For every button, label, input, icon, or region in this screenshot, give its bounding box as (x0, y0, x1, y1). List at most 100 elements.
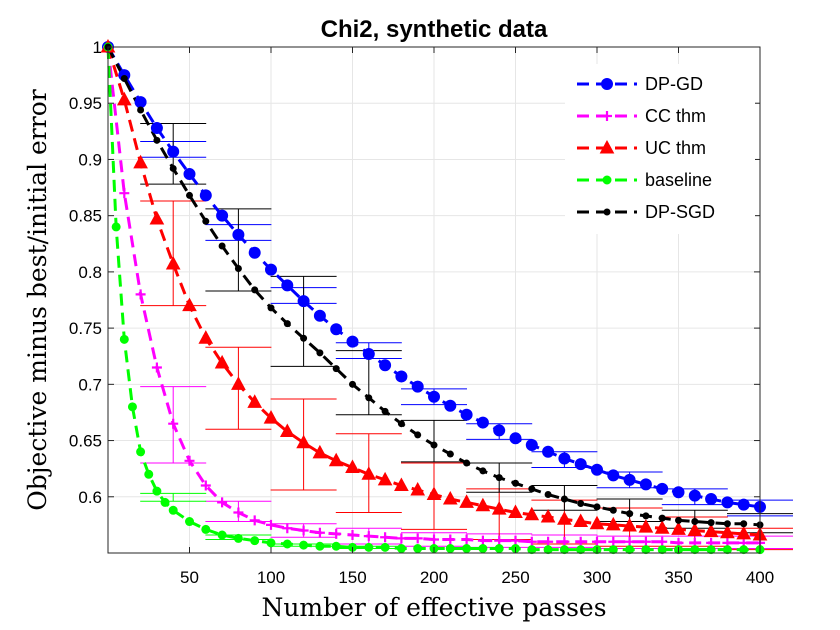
data-point-dp-sgd (218, 242, 226, 250)
data-point-baseline (168, 505, 178, 515)
data-point-dp-gd (623, 473, 636, 486)
data-point-cc-thm (429, 534, 439, 545)
data-point-baseline (315, 541, 325, 551)
data-point-dp-gd (265, 263, 277, 276)
data-point-baseline (282, 539, 292, 549)
data-point-dp-gd (183, 168, 196, 181)
x-tick-label: 150 (338, 568, 366, 587)
data-point-cc-thm (249, 515, 260, 526)
ticks: 50 100 150 200 250 300 350 400 0.6 0.65 0.7 0.75 0.8… (69, 38, 774, 587)
error-bar-baseline (140, 492, 207, 502)
data-point-dp-gd (346, 335, 359, 348)
data-point-dp-gd (379, 359, 392, 372)
data-point-uc-thm (361, 466, 377, 480)
y-tick-label: 0.75 (69, 319, 102, 338)
data-point-dp-sgd (593, 503, 601, 511)
data-point-cc-thm (151, 362, 162, 373)
data-point-dp-sgd (609, 506, 617, 514)
data-point-baseline (559, 545, 569, 555)
data-point-uc-thm (524, 506, 540, 521)
data-point-cc-thm (184, 455, 195, 466)
data-point-dp-sgd (202, 217, 210, 225)
data-point-baseline (608, 545, 618, 555)
data-point-dp-sgd (512, 479, 519, 487)
data-point-dp-sgd (234, 265, 242, 273)
data-point-baseline (706, 545, 716, 555)
data-point-dp-sgd (283, 320, 291, 328)
x-tick-label: 350 (664, 568, 692, 587)
data-point-dp-gd (737, 498, 750, 511)
data-point-baseline (462, 544, 472, 554)
data-point-dp-sgd (642, 512, 650, 520)
data-point-uc-thm (475, 497, 491, 512)
data-point-uc-thm (312, 444, 328, 459)
data-point-uc-thm (622, 517, 637, 532)
data-point-uc-thm (133, 154, 148, 169)
y-tick-label: 1 (93, 38, 102, 57)
data-point-uc-thm (671, 521, 686, 535)
data-point-baseline (331, 541, 341, 551)
data-point-baseline (641, 545, 651, 555)
data-point-uc-thm (540, 508, 556, 523)
data-point-dp-gd (313, 309, 326, 322)
error-bar-dp-sgd (401, 419, 467, 463)
data-point-uc-thm (182, 297, 197, 312)
legend-entry-dp-gd: DP-GD (577, 74, 703, 94)
y-axis-label: Objective minus best/initial error (23, 89, 52, 510)
y-tick-label: 0.65 (69, 432, 102, 451)
data-point-uc-thm (328, 452, 344, 467)
data-point-dp-gd (688, 489, 701, 502)
data-point-dp-gd (232, 228, 245, 241)
data-point-dp-gd (476, 416, 489, 429)
data-point-dp-sgd (446, 450, 454, 458)
x-tick-label: 100 (257, 568, 285, 587)
data-point-uc-thm (573, 513, 589, 528)
data-point-dp-gd (591, 463, 603, 476)
data-point-baseline (413, 544, 423, 554)
legend-label: DP-GD (645, 74, 703, 94)
data-point-dp-gd (395, 370, 408, 383)
data-point-baseline (445, 544, 455, 554)
data-point-dp-sgd (723, 520, 731, 528)
data-point-uc-thm (638, 519, 654, 533)
data-point-cc-thm (445, 534, 456, 545)
data-point-dp-sgd (153, 136, 161, 144)
data-point-dp-gd (639, 478, 652, 491)
data-point-cc-thm (380, 532, 391, 543)
data-point-dp-gd (216, 209, 229, 222)
data-point-dp-sgd (316, 349, 324, 357)
data-point-uc-thm (410, 481, 426, 496)
data-point-uc-thm (214, 354, 230, 369)
legend-marker (599, 139, 615, 154)
data-point-dp-sgd (626, 510, 634, 518)
data-point-baseline (625, 545, 635, 555)
data-point-uc-thm (149, 210, 165, 225)
data-point-cc-thm (510, 535, 521, 546)
legend-entry-cc-thm: CC thm (577, 106, 706, 126)
data-point-baseline (364, 542, 374, 552)
data-point-baseline (119, 334, 129, 344)
data-point-uc-thm (736, 525, 752, 540)
data-point-dp-gd (444, 399, 457, 412)
data-point-uc-thm (589, 515, 605, 530)
y-tick-label: 0.8 (78, 263, 102, 282)
data-point-dp-gd (509, 432, 522, 445)
data-point-uc-thm (459, 494, 474, 508)
legend-marker (602, 111, 612, 121)
data-point-baseline (396, 544, 406, 554)
data-point-baseline (543, 545, 553, 555)
data-point-dp-sgd (658, 514, 666, 522)
data-point-dp-gd (199, 189, 212, 202)
data-point-baseline (136, 447, 146, 457)
series-markers (100, 38, 768, 555)
data-point-dp-gd (705, 493, 718, 506)
data-point-dp-gd (656, 482, 669, 495)
data-point-dp-gd (574, 458, 587, 471)
data-point-baseline (494, 544, 504, 554)
data-point-cc-thm (347, 530, 358, 541)
data-point-uc-thm (394, 477, 409, 492)
data-point-dp-sgd (169, 164, 177, 172)
data-point-dp-gd (607, 469, 620, 482)
data-point-dp-sgd (691, 518, 699, 526)
legend-label: UC thm (645, 138, 706, 158)
